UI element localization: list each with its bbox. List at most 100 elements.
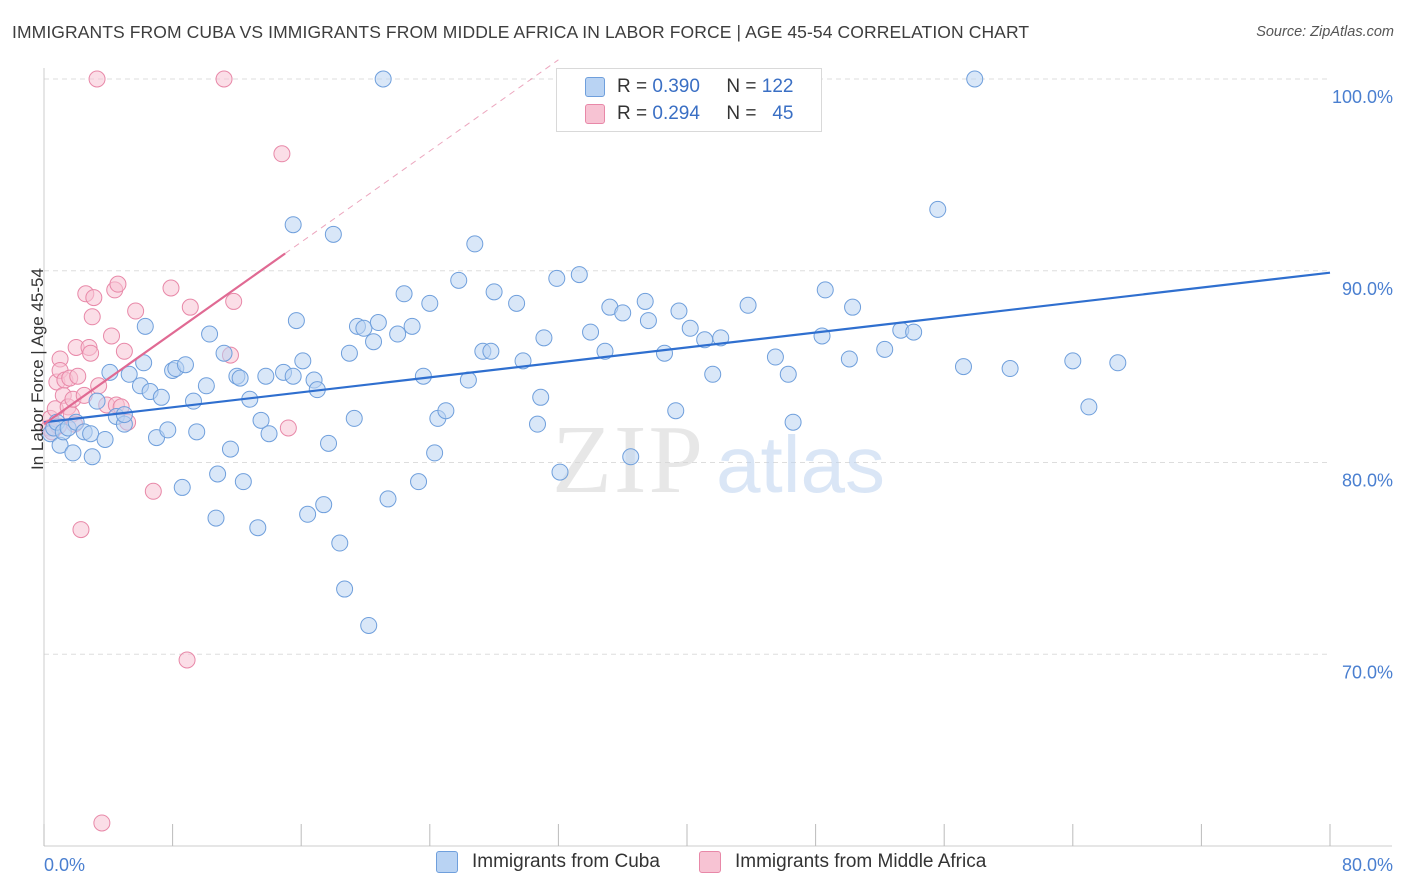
point-cuba <box>331 534 349 552</box>
point-cuba <box>784 413 802 431</box>
legend-n-value-middle-africa: 45 <box>772 103 794 124</box>
point-cuba <box>876 340 894 358</box>
source-label: Source: ZipAtlas.com <box>1256 24 1394 40</box>
point-middle-africa <box>83 308 101 326</box>
point-cuba <box>508 294 526 312</box>
point-cuba <box>437 402 455 420</box>
point-cuba <box>64 444 82 462</box>
point-middle-africa <box>69 367 87 385</box>
legend-r-value-middle-africa: 0.294 <box>652 103 700 124</box>
point-cuba <box>582 323 600 341</box>
point-cuba <box>636 292 654 310</box>
point-cuba <box>231 369 249 387</box>
point-cuba <box>260 425 278 443</box>
point-cuba <box>395 285 413 303</box>
point-cuba <box>221 440 239 458</box>
legend-r-label: R = <box>617 76 648 97</box>
point-cuba <box>96 430 114 448</box>
point-cuba <box>369 314 387 332</box>
legend-r-label: R = <box>617 103 648 124</box>
point-middle-africa <box>88 70 106 88</box>
point-cuba <box>1064 352 1082 370</box>
point-cuba <box>83 448 101 466</box>
point-cuba <box>320 434 338 452</box>
point-cuba <box>234 473 252 491</box>
point-cuba <box>324 225 342 243</box>
legend-swatch-cuba <box>436 851 458 873</box>
point-cuba <box>315 496 333 514</box>
point-cuba <box>681 319 699 337</box>
point-cuba <box>1080 398 1098 416</box>
legend-item-cuba[interactable]: Immigrants from Cuba <box>436 851 660 873</box>
point-middle-africa <box>178 651 196 669</box>
point-cuba <box>426 444 444 462</box>
point-cuba <box>548 269 566 287</box>
point-cuba <box>482 342 500 360</box>
trend-line-middle-africa-extension <box>284 59 559 254</box>
point-cuba <box>639 312 657 330</box>
point-cuba <box>655 344 673 362</box>
point-cuba <box>466 235 484 253</box>
point-middle-africa <box>72 521 90 539</box>
point-middle-africa <box>273 145 291 163</box>
trend-line-cuba <box>43 271 1331 424</box>
point-cuba <box>410 473 428 491</box>
point-cuba <box>532 388 550 406</box>
point-cuba <box>215 344 233 362</box>
point-middle-africa <box>93 814 111 832</box>
point-cuba <box>379 490 397 508</box>
point-cuba <box>1001 360 1019 378</box>
point-middle-africa <box>181 298 199 316</box>
point-cuba <box>173 478 191 496</box>
legend-swatch-cuba <box>585 77 605 97</box>
point-cuba <box>207 509 225 527</box>
point-cuba <box>514 352 532 370</box>
point-cuba <box>1109 354 1127 372</box>
point-middle-africa <box>144 482 162 500</box>
point-cuba <box>622 448 640 466</box>
point-cuba <box>596 342 614 360</box>
point-cuba <box>840 350 858 368</box>
legend-row-cuba: R = 0.390 N = 122 <box>585 75 793 99</box>
point-cuba <box>120 365 138 383</box>
point-cuba <box>529 415 547 433</box>
legend-n-label: N = <box>726 103 757 124</box>
y-tick-label: 100.0% <box>1332 87 1393 107</box>
point-cuba <box>159 421 177 439</box>
point-middle-africa <box>215 70 233 88</box>
point-cuba <box>374 70 392 88</box>
y-axis-label: In Labor Force | Age 45-54 <box>28 268 47 470</box>
legend-item-middle-africa[interactable]: Immigrants from Middle Africa <box>699 851 986 873</box>
legend-n-value-cuba: 122 <box>761 76 794 97</box>
point-cuba <box>249 519 267 537</box>
point-middle-africa <box>82 344 100 362</box>
point-cuba <box>844 298 862 316</box>
point-cuba <box>299 505 317 523</box>
watermark: ZIP atlas <box>552 406 885 514</box>
legend-n-label: N = <box>726 76 757 97</box>
y-tick-label: 90.0% <box>1342 279 1393 299</box>
point-cuba <box>360 616 378 634</box>
point-cuba <box>152 388 170 406</box>
point-cuba <box>345 409 363 427</box>
x-tick-label: 80.0% <box>1342 855 1393 875</box>
y-tick-label: 80.0% <box>1342 471 1393 491</box>
watermark-atlas: atlas <box>716 420 885 509</box>
point-cuba <box>712 329 730 347</box>
point-cuba <box>188 423 206 441</box>
point-middle-africa <box>225 292 243 310</box>
point-cuba <box>954 358 972 376</box>
point-cuba <box>201 325 219 343</box>
point-cuba <box>670 302 688 320</box>
point-cuba <box>355 319 373 337</box>
tick-labels: 70.0% 80.0% 90.0% 100.0% 0.0% 80.0% <box>44 87 1393 875</box>
point-cuba <box>414 367 432 385</box>
trend-lines <box>43 59 1331 426</box>
point-cuba <box>816 281 834 299</box>
chart-title: IMMIGRANTS FROM CUBA VS IMMIGRANTS FROM … <box>12 22 1030 42</box>
point-cuba <box>365 333 383 351</box>
point-middle-africa <box>279 419 297 437</box>
point-cuba <box>966 70 984 88</box>
legend-row-middle-africa: R = 0.294 N = 45 <box>585 102 793 126</box>
